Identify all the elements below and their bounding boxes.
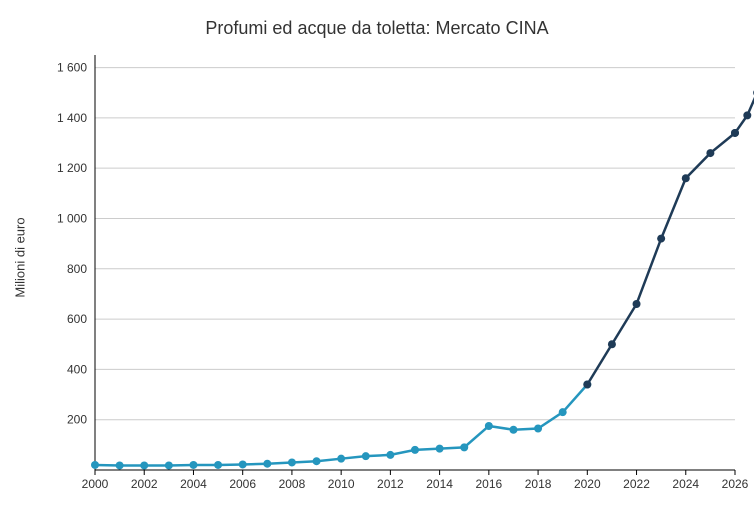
- svg-text:2020: 2020: [574, 477, 601, 491]
- svg-text:2006: 2006: [229, 477, 256, 491]
- chart-svg: 200 400 600 800 1 000 1 200 1 400 1 600 2000 2002…: [0, 0, 754, 514]
- chart-container: Profumi ed acque da toletta: Mercato CIN…: [0, 0, 754, 514]
- svg-text:2014: 2014: [426, 477, 453, 491]
- svg-text:2012: 2012: [377, 477, 404, 491]
- svg-text:400: 400: [67, 362, 87, 376]
- svg-text:2026: 2026: [722, 477, 749, 491]
- svg-text:2018: 2018: [525, 477, 552, 491]
- svg-text:1 600: 1 600: [57, 61, 87, 75]
- svg-text:2024: 2024: [672, 477, 699, 491]
- svg-text:1 200: 1 200: [57, 161, 87, 175]
- svg-text:2000: 2000: [82, 477, 109, 491]
- svg-text:2022: 2022: [623, 477, 650, 491]
- svg-text:2016: 2016: [475, 477, 502, 491]
- svg-text:600: 600: [67, 312, 87, 326]
- svg-text:2002: 2002: [131, 477, 158, 491]
- svg-text:200: 200: [67, 413, 87, 427]
- svg-text:2010: 2010: [328, 477, 355, 491]
- svg-text:1 400: 1 400: [57, 111, 87, 125]
- svg-text:1 000: 1 000: [57, 211, 87, 225]
- svg-text:800: 800: [67, 262, 87, 276]
- svg-text:2004: 2004: [180, 477, 207, 491]
- svg-text:2008: 2008: [279, 477, 306, 491]
